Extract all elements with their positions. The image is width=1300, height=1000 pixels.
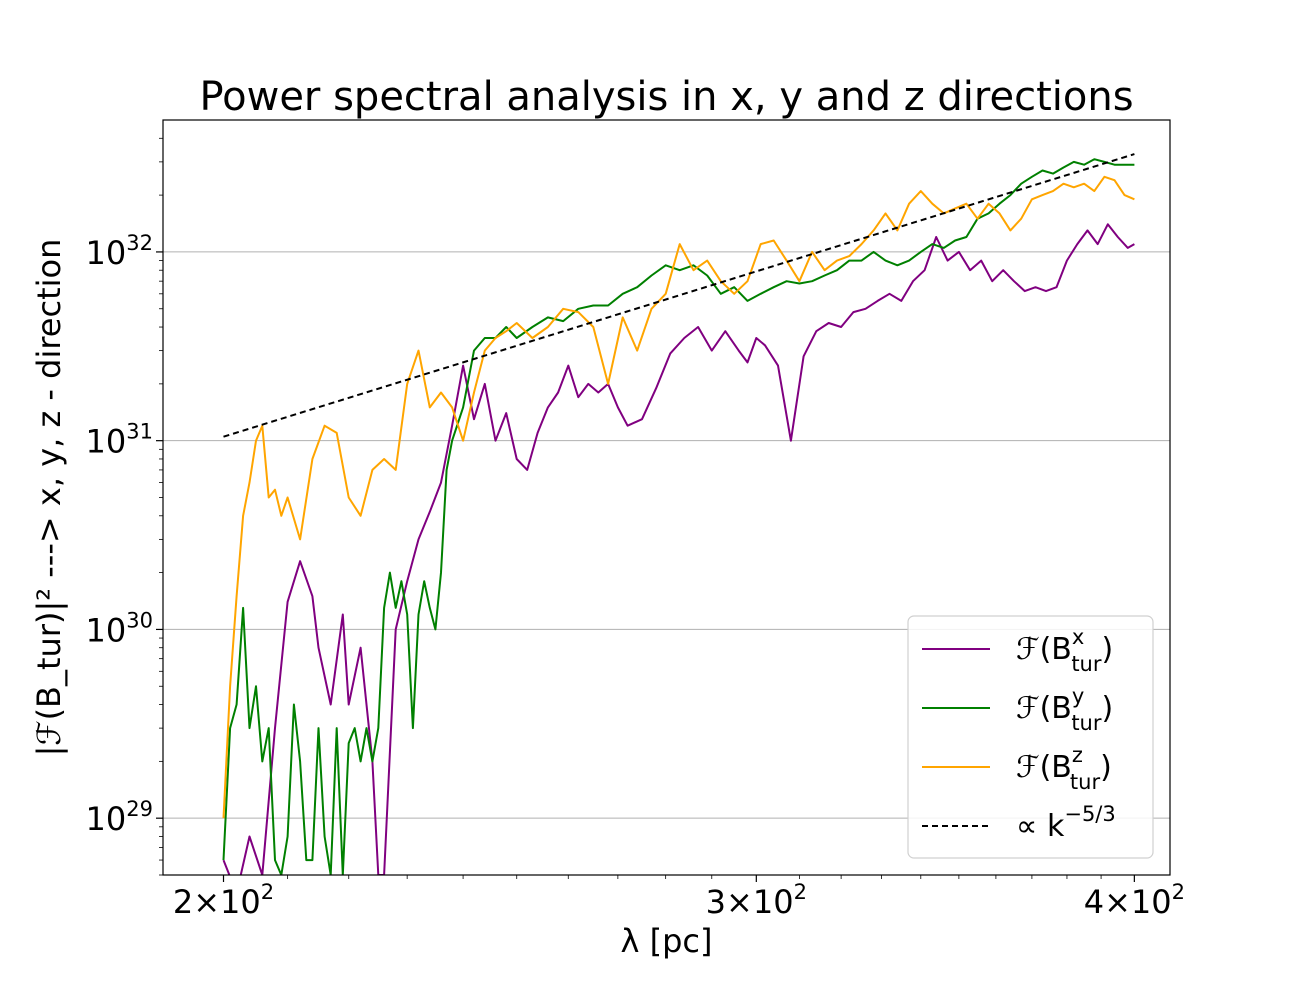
legend-label-2: ℱ(Bz tur) [1016,743,1112,794]
axis-ticks: 2×102 3×102 4×102 1029 1030 1031 1032 [86,137,1185,921]
legend-box [907,615,1154,859]
y-axis-label: |ℱ(B_tur)|² ---> x, y, z - direction [30,239,68,757]
series-line-0 [222,223,1135,875]
series-lines [222,153,1135,875]
chart-title: Power spectral analysis in x, y and z di… [199,74,1133,120]
y-tick-label: 1029 [86,797,153,838]
x-tick-label: 2×102 [173,880,274,921]
x-axis-label: λ [pc] [621,922,713,960]
legend-label-0: ℱ(Bx tur) [1016,625,1113,676]
legend: ℱ(Bx tur) ℱ(By tur) ℱ(Bz tur) ∝ k−5/3 [907,615,1154,859]
y-tick-label: 1032 [86,231,153,272]
x-tick-label: 3×102 [706,880,807,921]
legend-label-3: ∝ k−5/3 [1016,802,1116,844]
legend-label-1: ℱ(By tur) [1016,684,1113,735]
series-line-2 [222,175,1135,819]
x-tick-label: 4×102 [1084,880,1185,921]
y-tick-label: 1030 [86,608,153,649]
series-line-3 [223,153,1135,438]
y-tick-label: 1031 [86,420,153,461]
series-line-1 [222,158,1135,875]
